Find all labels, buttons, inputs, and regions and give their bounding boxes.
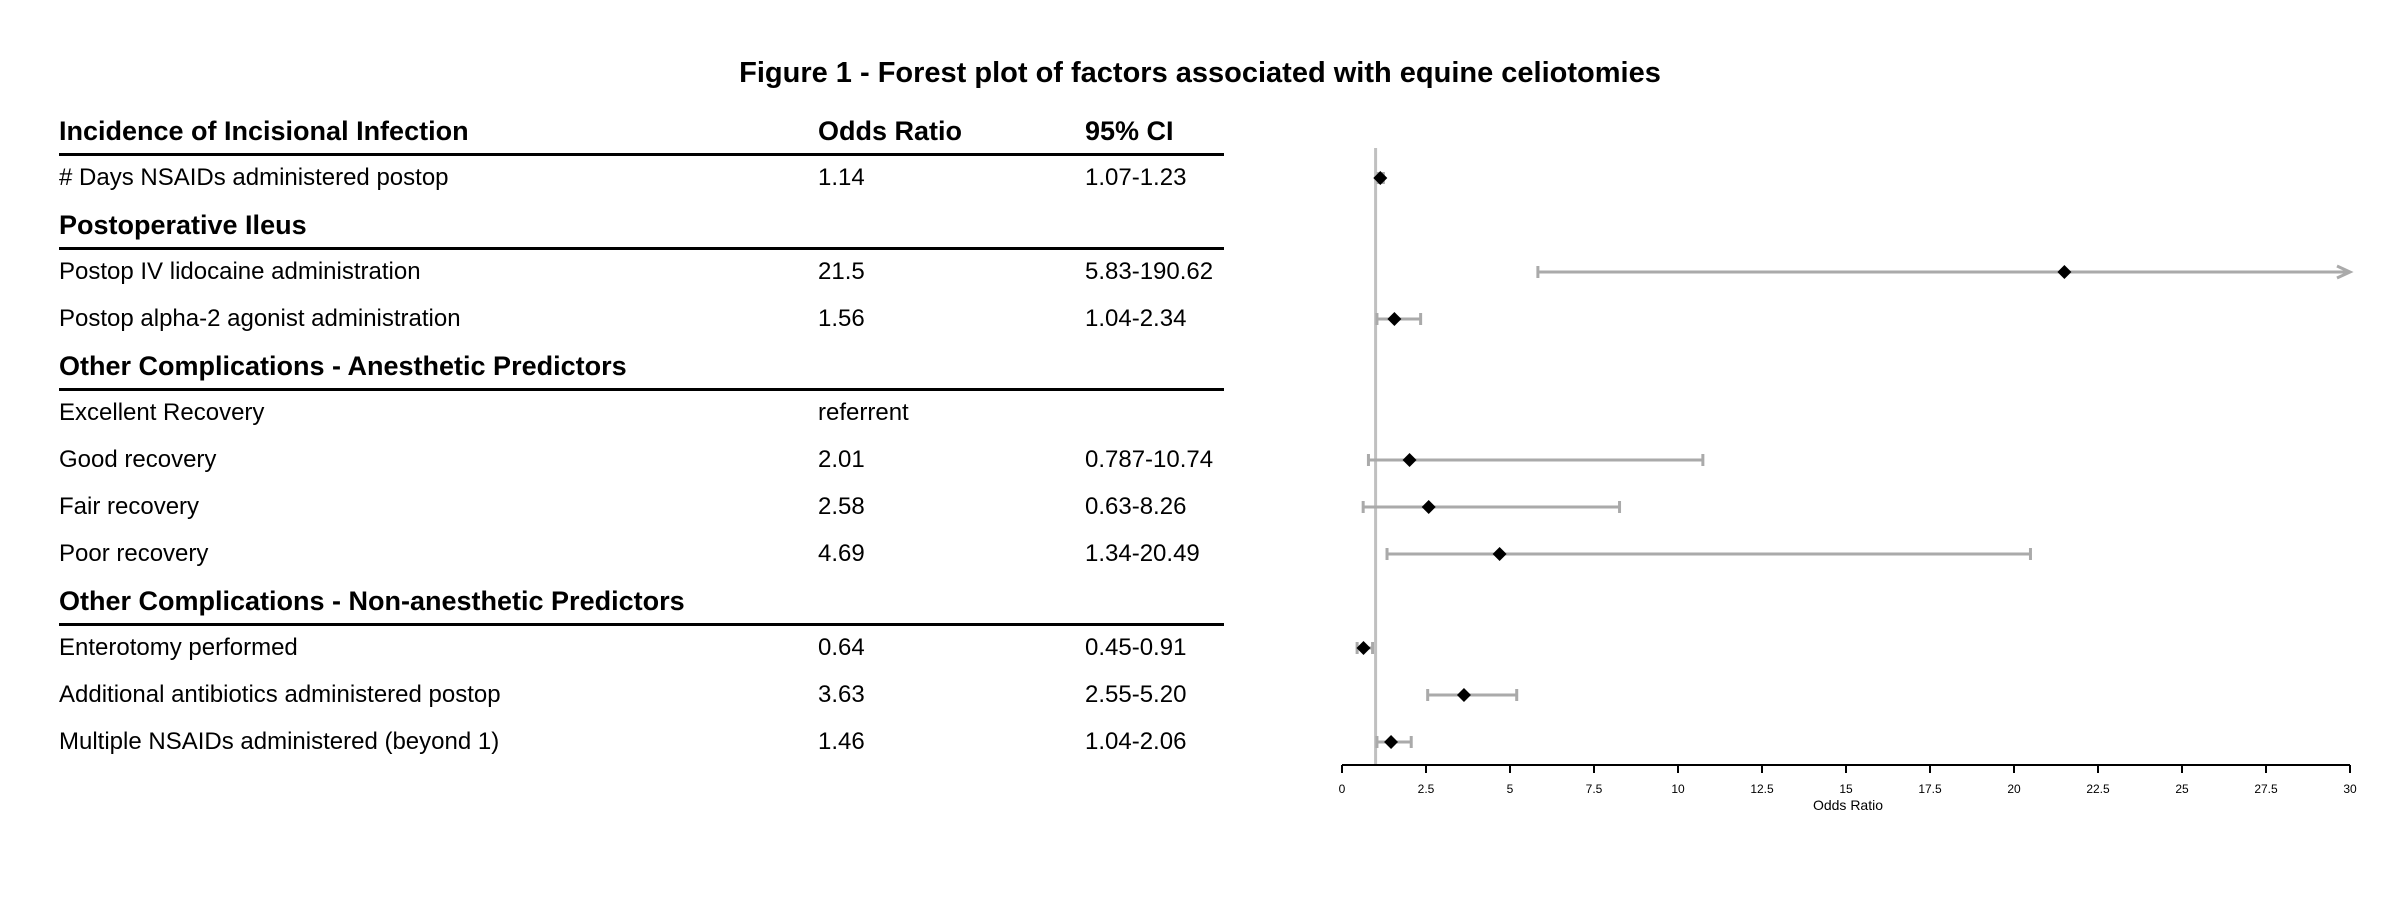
row-factor: Postop IV lidocaine administration <box>59 258 421 285</box>
table-header: Incidence of Incisional Infection Odds R… <box>59 108 1224 156</box>
row-odds-ratio: 2.01 <box>818 446 865 473</box>
section-rule <box>59 623 1224 626</box>
row-ci: 0.63-8.26 <box>1085 493 1187 520</box>
section-header: Postoperative Ileus <box>59 202 1224 250</box>
row-factor: Postop alpha-2 agonist administration <box>59 305 461 332</box>
x-tick-label: 22.5 <box>2086 782 2110 796</box>
point-estimate <box>1402 453 1417 467</box>
row-ci: 2.55-5.20 <box>1085 681 1187 708</box>
row-factor: Fair recovery <box>59 493 200 520</box>
row-ci: 0.787-10.74 <box>1085 446 1214 473</box>
row-odds-ratio: referrent <box>818 399 909 426</box>
row-factor: Multiple NSAIDs administered (beyond 1) <box>59 728 500 755</box>
x-tick-label: 2.5 <box>1418 782 1435 796</box>
row-ci: 1.04-2.06 <box>1085 728 1187 755</box>
table-row: Additional antibiotics administered post… <box>59 672 1224 718</box>
point-estimate <box>1373 171 1388 185</box>
point-estimate <box>1421 500 1436 514</box>
row-odds-ratio: 1.56 <box>818 305 865 332</box>
row-ci: 0.45-0.91 <box>1085 634 1187 661</box>
x-tick-label: 30 <box>2343 782 2357 796</box>
x-tick-label: 15 <box>1839 782 1853 796</box>
table-row: Poor recovery 4.69 1.34-20.49 <box>59 531 1224 577</box>
ci-upper-arrow <box>2336 264 2354 280</box>
row-odds-ratio: 21.5 <box>818 258 865 285</box>
table-row: Excellent Recovery referrent <box>59 390 1224 436</box>
section-rule <box>59 247 1224 250</box>
table-row: Enterotomy performed 0.64 0.45-0.91 <box>59 625 1224 671</box>
header-factor: Incidence of Incisional Infection <box>59 116 469 146</box>
x-tick-label: 5 <box>1507 782 1514 796</box>
point-estimate <box>1492 547 1507 561</box>
row-odds-ratio: 4.69 <box>818 540 865 567</box>
table-row: Postop alpha-2 agonist administration 1.… <box>59 296 1224 342</box>
x-tick-label: 20 <box>2007 782 2021 796</box>
row-ci: 1.04-2.34 <box>1085 305 1187 332</box>
row-factor: Good recovery <box>59 446 217 473</box>
row-factor: Excellent Recovery <box>59 399 265 426</box>
x-tick-label: 17.5 <box>1918 782 1942 796</box>
header-rule <box>59 153 1224 156</box>
section-header: Other Complications - Anesthetic Predict… <box>59 343 1224 391</box>
row-factor: # Days NSAIDs administered postop <box>59 164 449 191</box>
point-estimate <box>2057 265 2072 279</box>
x-tick-label: 25 <box>2175 782 2189 796</box>
table-row: # Days NSAIDs administered postop 1.14 1… <box>59 155 1224 201</box>
section-title: Postoperative Ileus <box>59 210 307 240</box>
x-tick-label: 12.5 <box>1750 782 1774 796</box>
point-estimate <box>1356 641 1371 655</box>
row-ci: 1.34-20.49 <box>1085 540 1200 567</box>
row-odds-ratio: 3.63 <box>818 681 865 708</box>
row-odds-ratio: 1.46 <box>818 728 865 755</box>
table-row: Multiple NSAIDs administered (beyond 1) … <box>59 719 1224 765</box>
table-row: Good recovery 2.01 0.787-10.74 <box>59 437 1224 483</box>
row-factor: Additional antibiotics administered post… <box>59 681 501 708</box>
section-rule <box>59 388 1224 391</box>
row-odds-ratio: 1.14 <box>818 164 865 191</box>
x-tick-label: 7.5 <box>1586 782 1603 796</box>
x-tick-label: 27.5 <box>2254 782 2278 796</box>
section-title: Other Complications - Non-anesthetic Pre… <box>59 586 685 616</box>
header-odds-ratio: Odds Ratio <box>818 116 963 146</box>
point-estimate <box>1384 735 1399 749</box>
section-header: Other Complications - Non-anesthetic Pre… <box>59 578 1224 626</box>
section-title: Other Complications - Anesthetic Predict… <box>59 351 627 381</box>
x-tick-label: 0 <box>1339 782 1346 796</box>
header-ci: 95% CI <box>1085 116 1174 146</box>
row-odds-ratio: 2.58 <box>818 493 865 520</box>
x-tick-label: 10 <box>1671 782 1685 796</box>
row-ci: 5.83-190.62 <box>1085 258 1214 285</box>
row-factor: Enterotomy performed <box>59 634 298 661</box>
row-odds-ratio: 0.64 <box>818 634 865 661</box>
row-factor: Poor recovery <box>59 540 209 567</box>
table-row: Fair recovery 2.58 0.63-8.26 <box>59 484 1224 530</box>
row-ci: 1.07-1.23 <box>1085 164 1187 191</box>
x-axis-label: Odds Ratio <box>1813 797 1883 813</box>
point-estimate <box>1387 312 1402 326</box>
table-row: Postop IV lidocaine administration 21.5 … <box>59 249 1224 295</box>
figure-title: Figure 1 - Forest plot of factors associ… <box>739 57 1661 89</box>
point-estimate <box>1456 688 1471 702</box>
